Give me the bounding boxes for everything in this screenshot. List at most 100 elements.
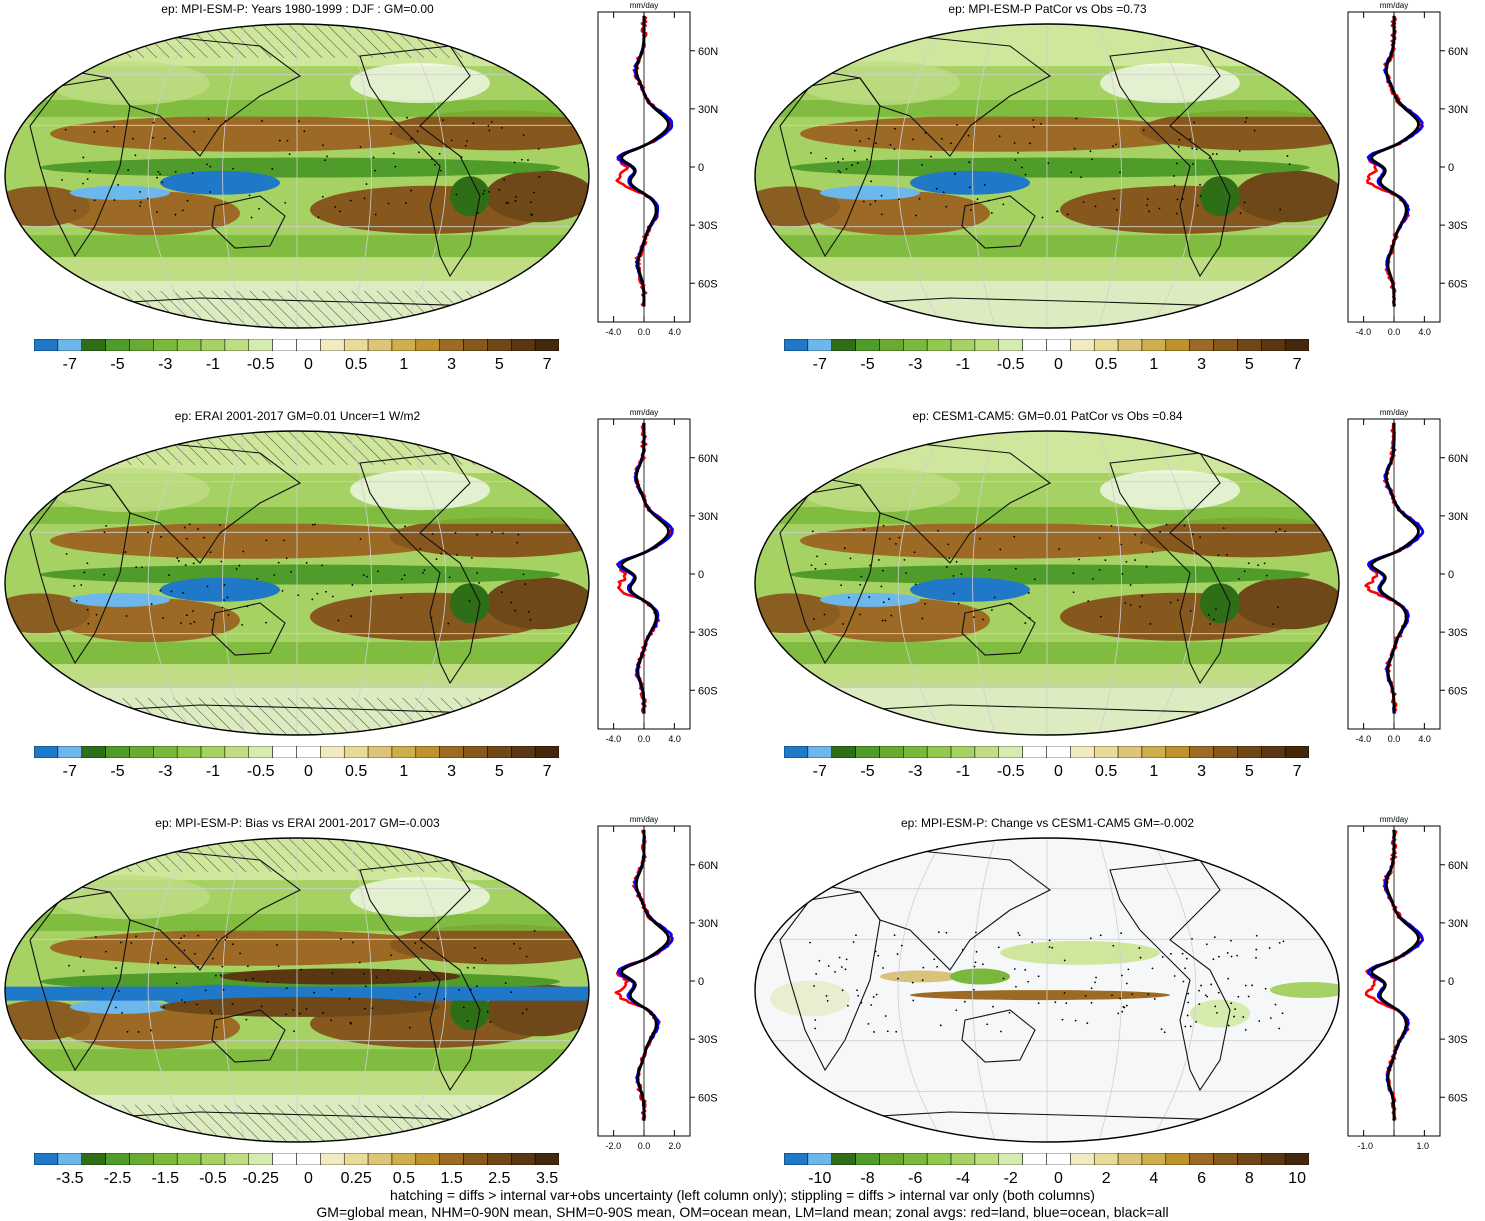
profile-lat-label: 30S [1448,220,1468,232]
profile-x-tick-label: -2.0 [606,1141,622,1151]
colorbar-tick-label: 5 [1244,356,1254,373]
colorbar-cell [415,339,440,351]
colorbar-cell [511,746,536,758]
profile-lat-label: 60N [698,46,718,58]
panel-bottom-left: ep: MPI-ESM-P: Bias vs ERAI 2001-2017 GM… [0,814,742,1221]
colorbar-cell [784,339,809,351]
profile-lat-label: 60N [1448,453,1468,465]
colorbar-tick-label: 3 [1197,763,1207,780]
colorbar-tick-label: -3 [158,763,173,780]
profile-x-tick-label: -1.0 [1357,1141,1373,1151]
colorbar-cell [855,339,880,351]
colorbar-cell [391,746,417,758]
stippling [809,931,1285,1034]
colorbar-cell [534,1153,559,1165]
profile-lat-label: 30N [1448,918,1468,930]
profile-lat-label: 30N [698,918,718,930]
colorbar-cell [1117,1153,1143,1165]
colorbar-tick-label: 8 [1244,1170,1254,1187]
colorbar-cell [807,1153,832,1165]
colorbar-cell [153,746,178,758]
stippling [810,523,1287,626]
panel-title: ep: ERAI 2001-2017 GM=0.01 Uncer=1 W/m2 [174,409,421,423]
colorbar-cell [343,746,369,758]
colorbar-tick-label: -5 [860,763,875,780]
colorbar-cell [950,339,976,351]
colorbar-cell [415,746,440,758]
colorbar-cell [200,339,226,351]
colorbar-tick-label: 3 [447,356,457,373]
colorbar-cell [1237,339,1262,351]
colorbar-cell [534,746,559,758]
colorbar-cell [1165,746,1190,758]
colorbar-tick-label: -0.5 [246,763,275,780]
colorbar-cell [81,1153,106,1165]
colorbar-labels: -10 -8 -6 -4 -2 0 2 4 6 8 10 [784,1170,1309,1190]
colorbar-labels: -7 -5 -3 -1 -0.5 0 0.5 1 3 5 7 [784,356,1309,376]
profile-x-tick-label: 4.0 [1418,327,1431,337]
colorbar-tick-label: -0.5 [199,1170,227,1187]
colorbar-cell [296,746,321,758]
colorbar-cell [807,746,832,758]
colorbar-tick-label: 3 [447,763,457,780]
robinson-map [754,430,1340,736]
profile-unit: mm/day [630,408,658,417]
colorbar-cell [1046,1153,1071,1165]
colorbar-cell [129,339,154,351]
colorbar-labels: -3.5 -2.5 -1.5 -0.5 -0.25 0 0.25 0.5 1.5 2.5 3.5 [34,1170,559,1190]
colorbar-tick-label: 2.5 [488,1170,511,1187]
colorbar-cell [1141,1153,1167,1165]
colorbar-cell [57,339,82,351]
panel-title: ep: MPI-ESM-P: Years 1980-1999 : DJF : G… [161,2,434,16]
colorbar-tick-label: 5 [494,356,504,373]
colorbar-cell [511,1153,536,1165]
zonal-mean-profile: mm/day -2.0 0.0 2.0 60N 30N 0 30S 60S [597,815,718,1151]
colorbar-cell [391,339,417,351]
colorbar-cell [974,339,1000,351]
colorbar-cell [534,339,559,351]
colorbar-cell [831,1153,856,1165]
colorbar-tick-label: -5 [860,356,875,373]
profile-x-tick-label: 0.0 [638,1141,651,1151]
colorbar-cell [367,746,393,758]
all-zonal-line [1370,422,1420,714]
profile-x-tick-label: 4.0 [1418,734,1431,744]
panel-title: ep: MPI-ESM-P: Bias vs ERAI 2001-2017 GM… [155,816,440,830]
panel-title: ep: CESM1-CAM5: GM=0.01 PatCor vs Obs =0… [912,409,1183,423]
colorbar-tick-label: 1.5 [440,1170,463,1187]
colorbar-cell [34,1153,59,1165]
profile-lat-label: 60N [1448,860,1468,872]
colorbar-cell [176,1153,202,1165]
colorbar-cell [34,339,59,351]
colorbar-tick-label: -7 [62,763,77,780]
colorbar-cell [224,746,250,758]
colorbar-tick-label: -1 [955,356,971,373]
profile-x-tick-label: 0.0 [1388,734,1401,744]
profile-lat-label: 30S [698,1034,718,1046]
colorbar [34,746,559,758]
colorbar-cell [879,746,904,758]
stippling [65,523,532,626]
colorbar-cell [153,1153,178,1165]
colorbar-tick-label: -3 [158,356,173,373]
colorbar-tick-label: 4 [1149,1170,1159,1187]
profile-lat-label: 30S [698,627,718,639]
all-zonal-line [620,15,670,307]
profile-unit: mm/day [1380,408,1408,417]
colorbar-tick-label: -5 [110,763,125,780]
colorbar-cell [487,339,512,351]
profile-lat-label: 60S [1448,685,1468,697]
profile-lat-label: 30N [1448,511,1468,523]
colorbar-cell [903,1153,928,1165]
colorbar-cell [105,339,130,351]
colorbar-cell [998,746,1023,758]
colorbar-cell [1141,339,1167,351]
colorbar-cell [415,1153,440,1165]
colorbar-tick-label: 0 [1053,1170,1063,1187]
panel-mid-left: ep: ERAI 2001-2017 GM=0.01 Uncer=1 W/m2 m… [0,407,742,814]
colorbar-cell [343,1153,369,1165]
colorbar-cell [1284,339,1309,351]
colorbar-cell [1165,1153,1190,1165]
stippling [68,930,536,1033]
colorbar-tick-label: -0.25 [242,1170,279,1187]
